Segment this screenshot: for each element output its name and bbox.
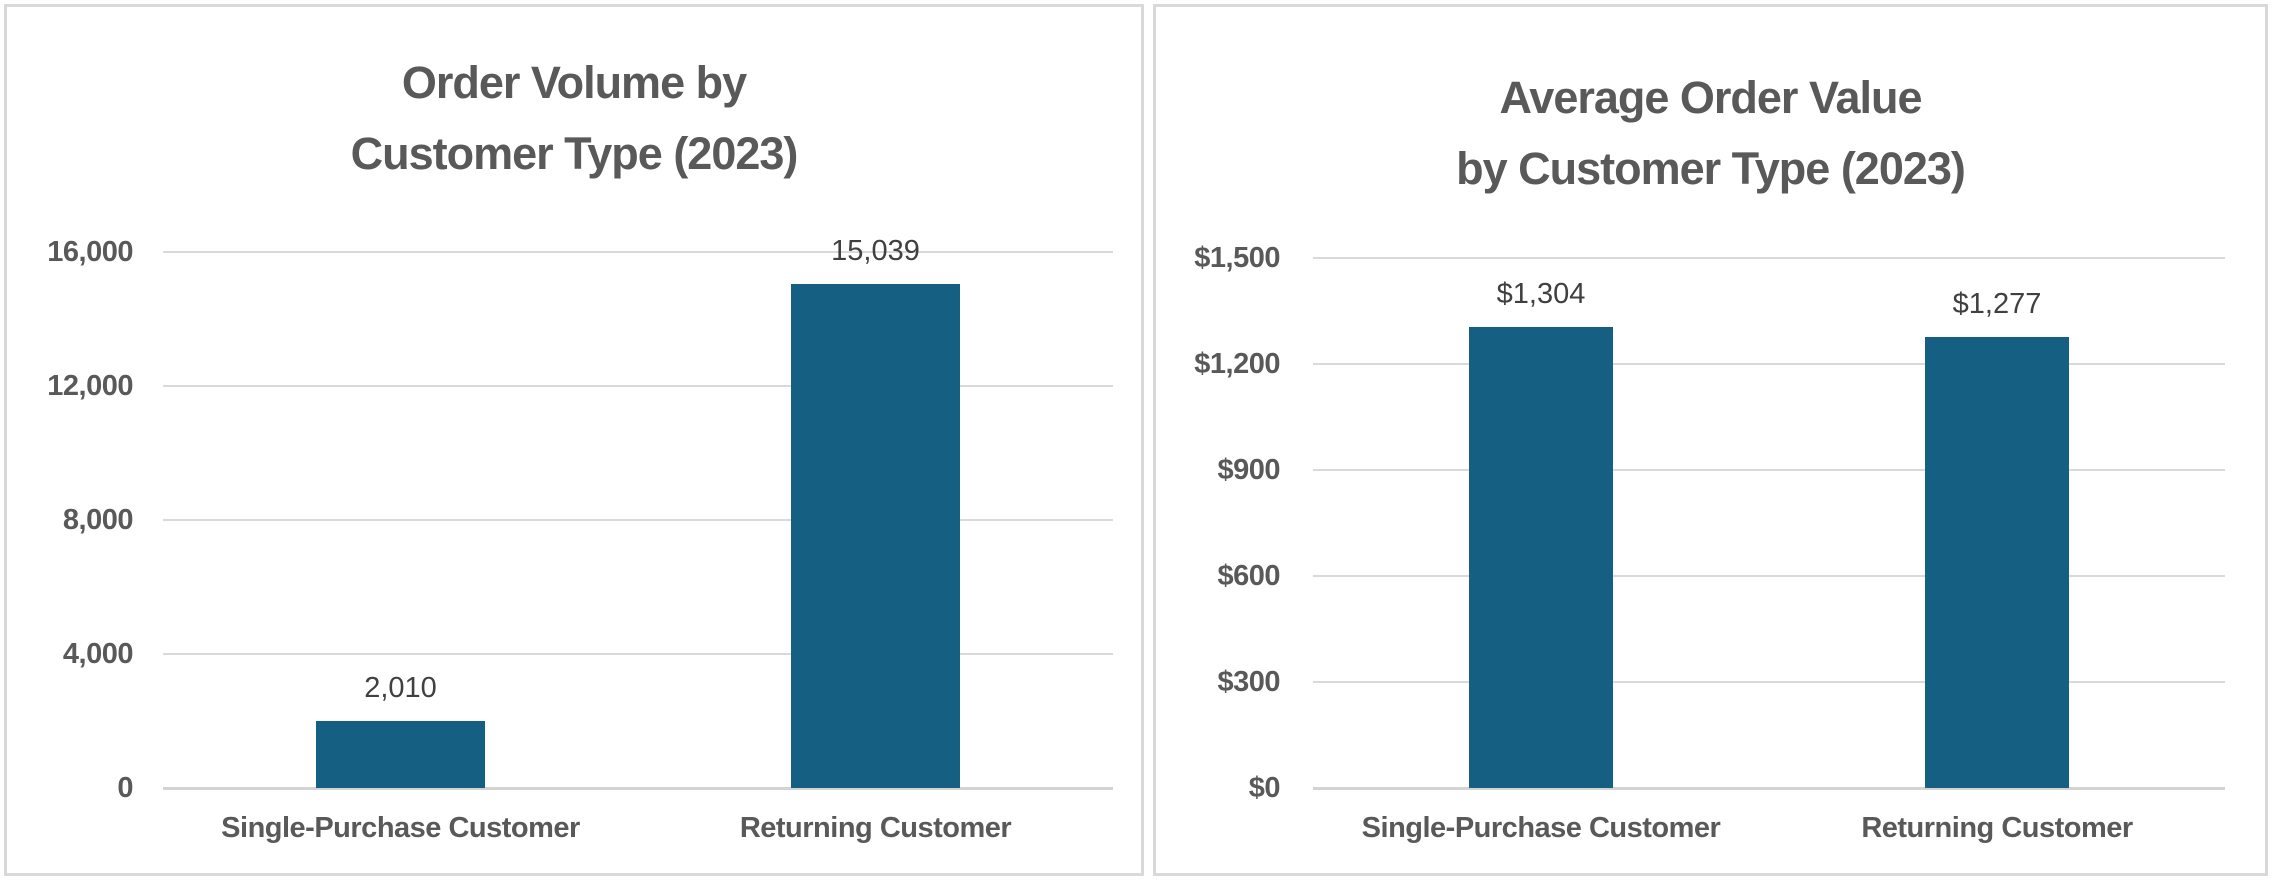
gridline bbox=[163, 251, 1113, 253]
bar-value-label: $1,304 bbox=[1496, 278, 1586, 311]
bar bbox=[316, 720, 485, 788]
x-category-label: Returning Customer bbox=[739, 812, 1012, 844]
bar-value-label: 15,039 bbox=[831, 235, 920, 268]
gridline bbox=[163, 385, 1113, 387]
gridline bbox=[1313, 469, 2225, 471]
x-category-label: Single-Purchase Customer bbox=[221, 812, 580, 844]
chart-title-line-1: Order Volume by bbox=[401, 57, 747, 108]
gridline bbox=[1313, 681, 2225, 683]
bar-value-label: $1,277 bbox=[1952, 287, 2042, 320]
y-axis-tick-label: $1,500 bbox=[1194, 242, 1280, 274]
x-category-label: Single-Purchase Customer bbox=[1361, 812, 1721, 844]
y-axis-tick-label: 16,000 bbox=[47, 236, 133, 268]
y-axis-tick-label: $600 bbox=[1217, 560, 1280, 592]
y-axis-tick-label: $300 bbox=[1217, 666, 1280, 698]
y-axis-tick-label: 12,000 bbox=[47, 370, 133, 402]
chart-title: Average Order Value by Customer Type (20… bbox=[1156, 62, 2265, 204]
gridline bbox=[1313, 363, 2225, 365]
y-axis-tick-label: 8,000 bbox=[62, 504, 134, 536]
chart-title-line-2: Customer Type (2023) bbox=[350, 128, 799, 179]
bar bbox=[1925, 336, 2069, 788]
chart-title: Order Volume by Customer Type (2023) bbox=[7, 47, 1141, 189]
y-axis-tick-label: 0 bbox=[117, 772, 133, 804]
y-axis-tick-label: $1,200 bbox=[1194, 348, 1280, 380]
average-order-value-plot-area: $0 $300 $600 $900 $1,200 $1,500 $1,304 Single-P… bbox=[1156, 7, 2265, 873]
bar bbox=[1469, 327, 1613, 788]
y-axis-tick-label: 4,000 bbox=[62, 638, 134, 670]
gridline bbox=[163, 653, 1113, 655]
gridline bbox=[1313, 575, 2225, 577]
gridline bbox=[163, 519, 1113, 521]
chart-title-line-2: by Customer Type (2023) bbox=[1456, 143, 1966, 194]
y-axis-tick-label: $0 bbox=[1248, 772, 1281, 804]
y-axis-tick-label: $900 bbox=[1217, 454, 1280, 486]
bar bbox=[791, 284, 960, 788]
gridline bbox=[1313, 257, 2225, 259]
chart-title-line-1: Average Order Value bbox=[1499, 72, 1922, 123]
x-axis-line bbox=[1313, 787, 2225, 790]
bar-value-label: 2,010 bbox=[364, 671, 437, 704]
x-axis-line bbox=[163, 787, 1113, 790]
order-volume-chart-panel: Order Volume by Customer Type (2023) 0 4,… bbox=[4, 4, 1144, 876]
average-order-value-chart-panel: Average Order Value by Customer Type (20… bbox=[1153, 4, 2268, 876]
order-volume-plot-area: 0 4,000 8,000 12,000 16,000 2,010 Single-Purch… bbox=[7, 7, 1141, 873]
x-category-label: Returning Customer bbox=[1861, 812, 2133, 844]
